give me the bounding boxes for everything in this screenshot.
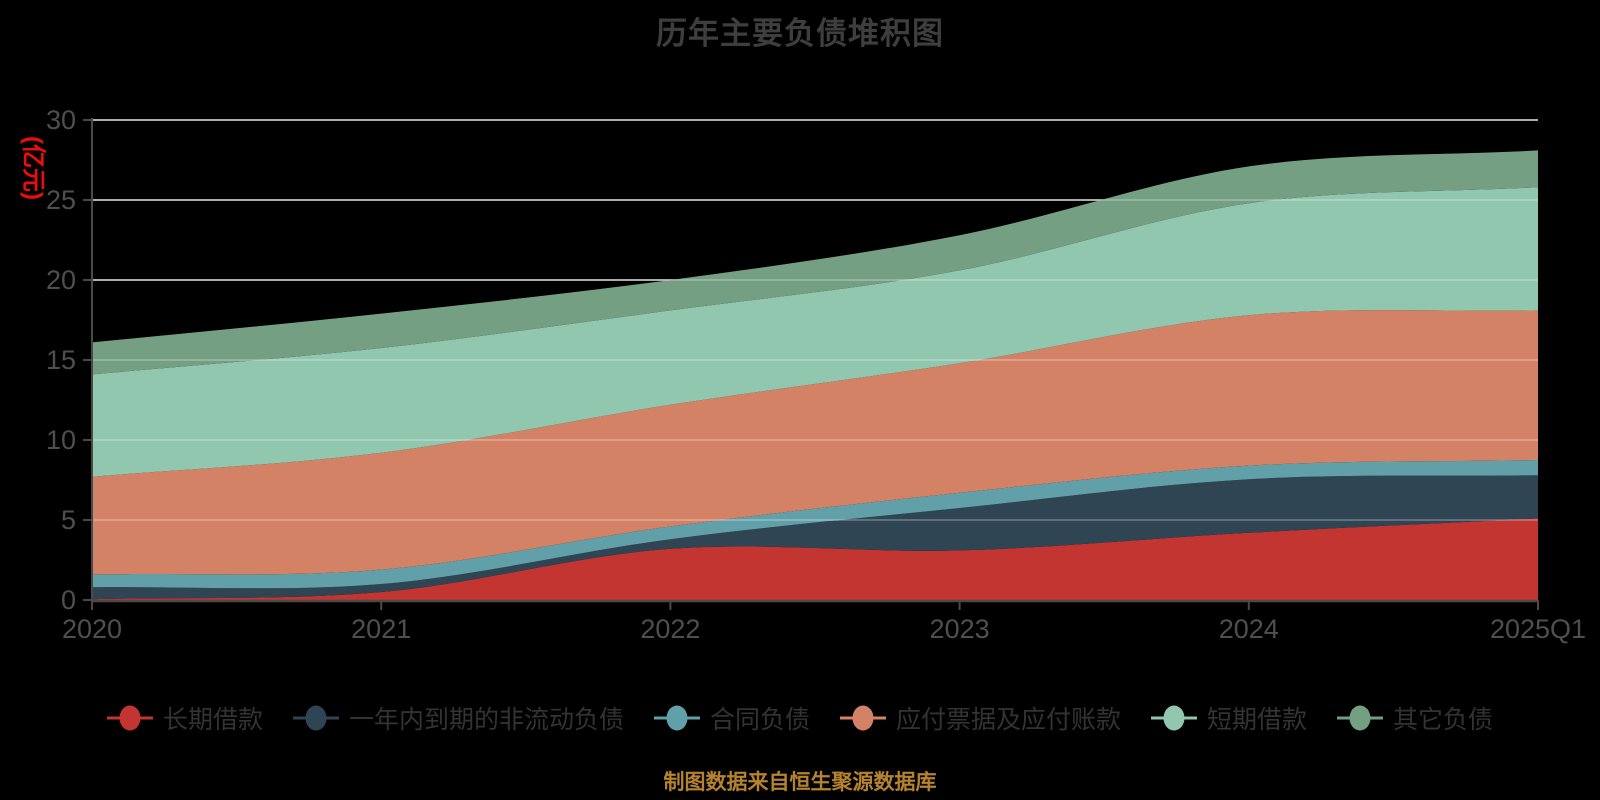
x-tick-label: 2023 [930,614,990,644]
legend-item-0[interactable]: 长期借款 [106,700,263,736]
legend-item-4[interactable]: 短期借款 [1151,700,1307,736]
chart-title: 历年主要负债堆积图 [656,16,944,51]
legend-marker-icon [653,705,700,731]
x-tick-label: 2021 [351,614,411,644]
legend-label: 合同负债 [709,706,810,734]
series-area-4[interactable] [92,187,1538,477]
legend-label: 长期借款 [162,706,263,734]
series-area-1[interactable] [92,475,1538,600]
legend: 长期借款 一年内到期的非流动负债 合同负债 应付票据及应付账款 短期借款 其它负债 [0,700,1600,736]
y-tick-label: 25 [46,185,76,215]
y-tick-label: 30 [46,105,76,135]
legend-label: 应付票据及应付账款 [896,706,1122,734]
x-tick-label: 2025Q1 [1490,614,1586,644]
legend-item-3[interactable]: 应付票据及应付账款 [840,700,1121,736]
x-tick-label: 2022 [640,614,700,644]
series-areas [92,150,1538,600]
legend-marker-icon [1337,705,1384,731]
legend-label: 短期借款 [1207,706,1308,734]
gridlines-overlay [92,119,1538,521]
legend-marker-icon [106,705,153,731]
series-area-0[interactable] [92,518,1538,600]
series-area-3[interactable] [92,310,1538,575]
series-area-2[interactable] [92,460,1538,589]
legend-item-1[interactable]: 一年内到期的非流动负债 [292,700,624,736]
axes: 0 5 10 15 20 25 30 2020 2021 2022 2023 2024 2025Q1 [46,105,1586,644]
legend-marker-icon [1151,705,1198,731]
legend-item-2[interactable]: 合同负债 [653,700,810,736]
data-source-note: 制图数据来自恒生聚源数据库 [663,771,937,794]
legend-marker-icon [840,705,886,731]
x-tick-label: 2024 [1219,614,1279,644]
y-tick-label: 20 [46,265,76,295]
y-tick-label: 15 [46,345,76,375]
y-tick-label: 0 [61,585,76,615]
legend-marker-icon [292,705,339,731]
legend-label: 一年内到期的非流动负债 [348,706,624,734]
y-tick-label: 5 [61,505,76,535]
legend-item-5[interactable]: 其它负债 [1337,700,1493,736]
x-tick-label: 2020 [62,614,122,644]
series-area-5[interactable] [92,150,1538,375]
legend-label: 其它负债 [1393,706,1494,734]
y-tick-label: 10 [46,425,76,455]
